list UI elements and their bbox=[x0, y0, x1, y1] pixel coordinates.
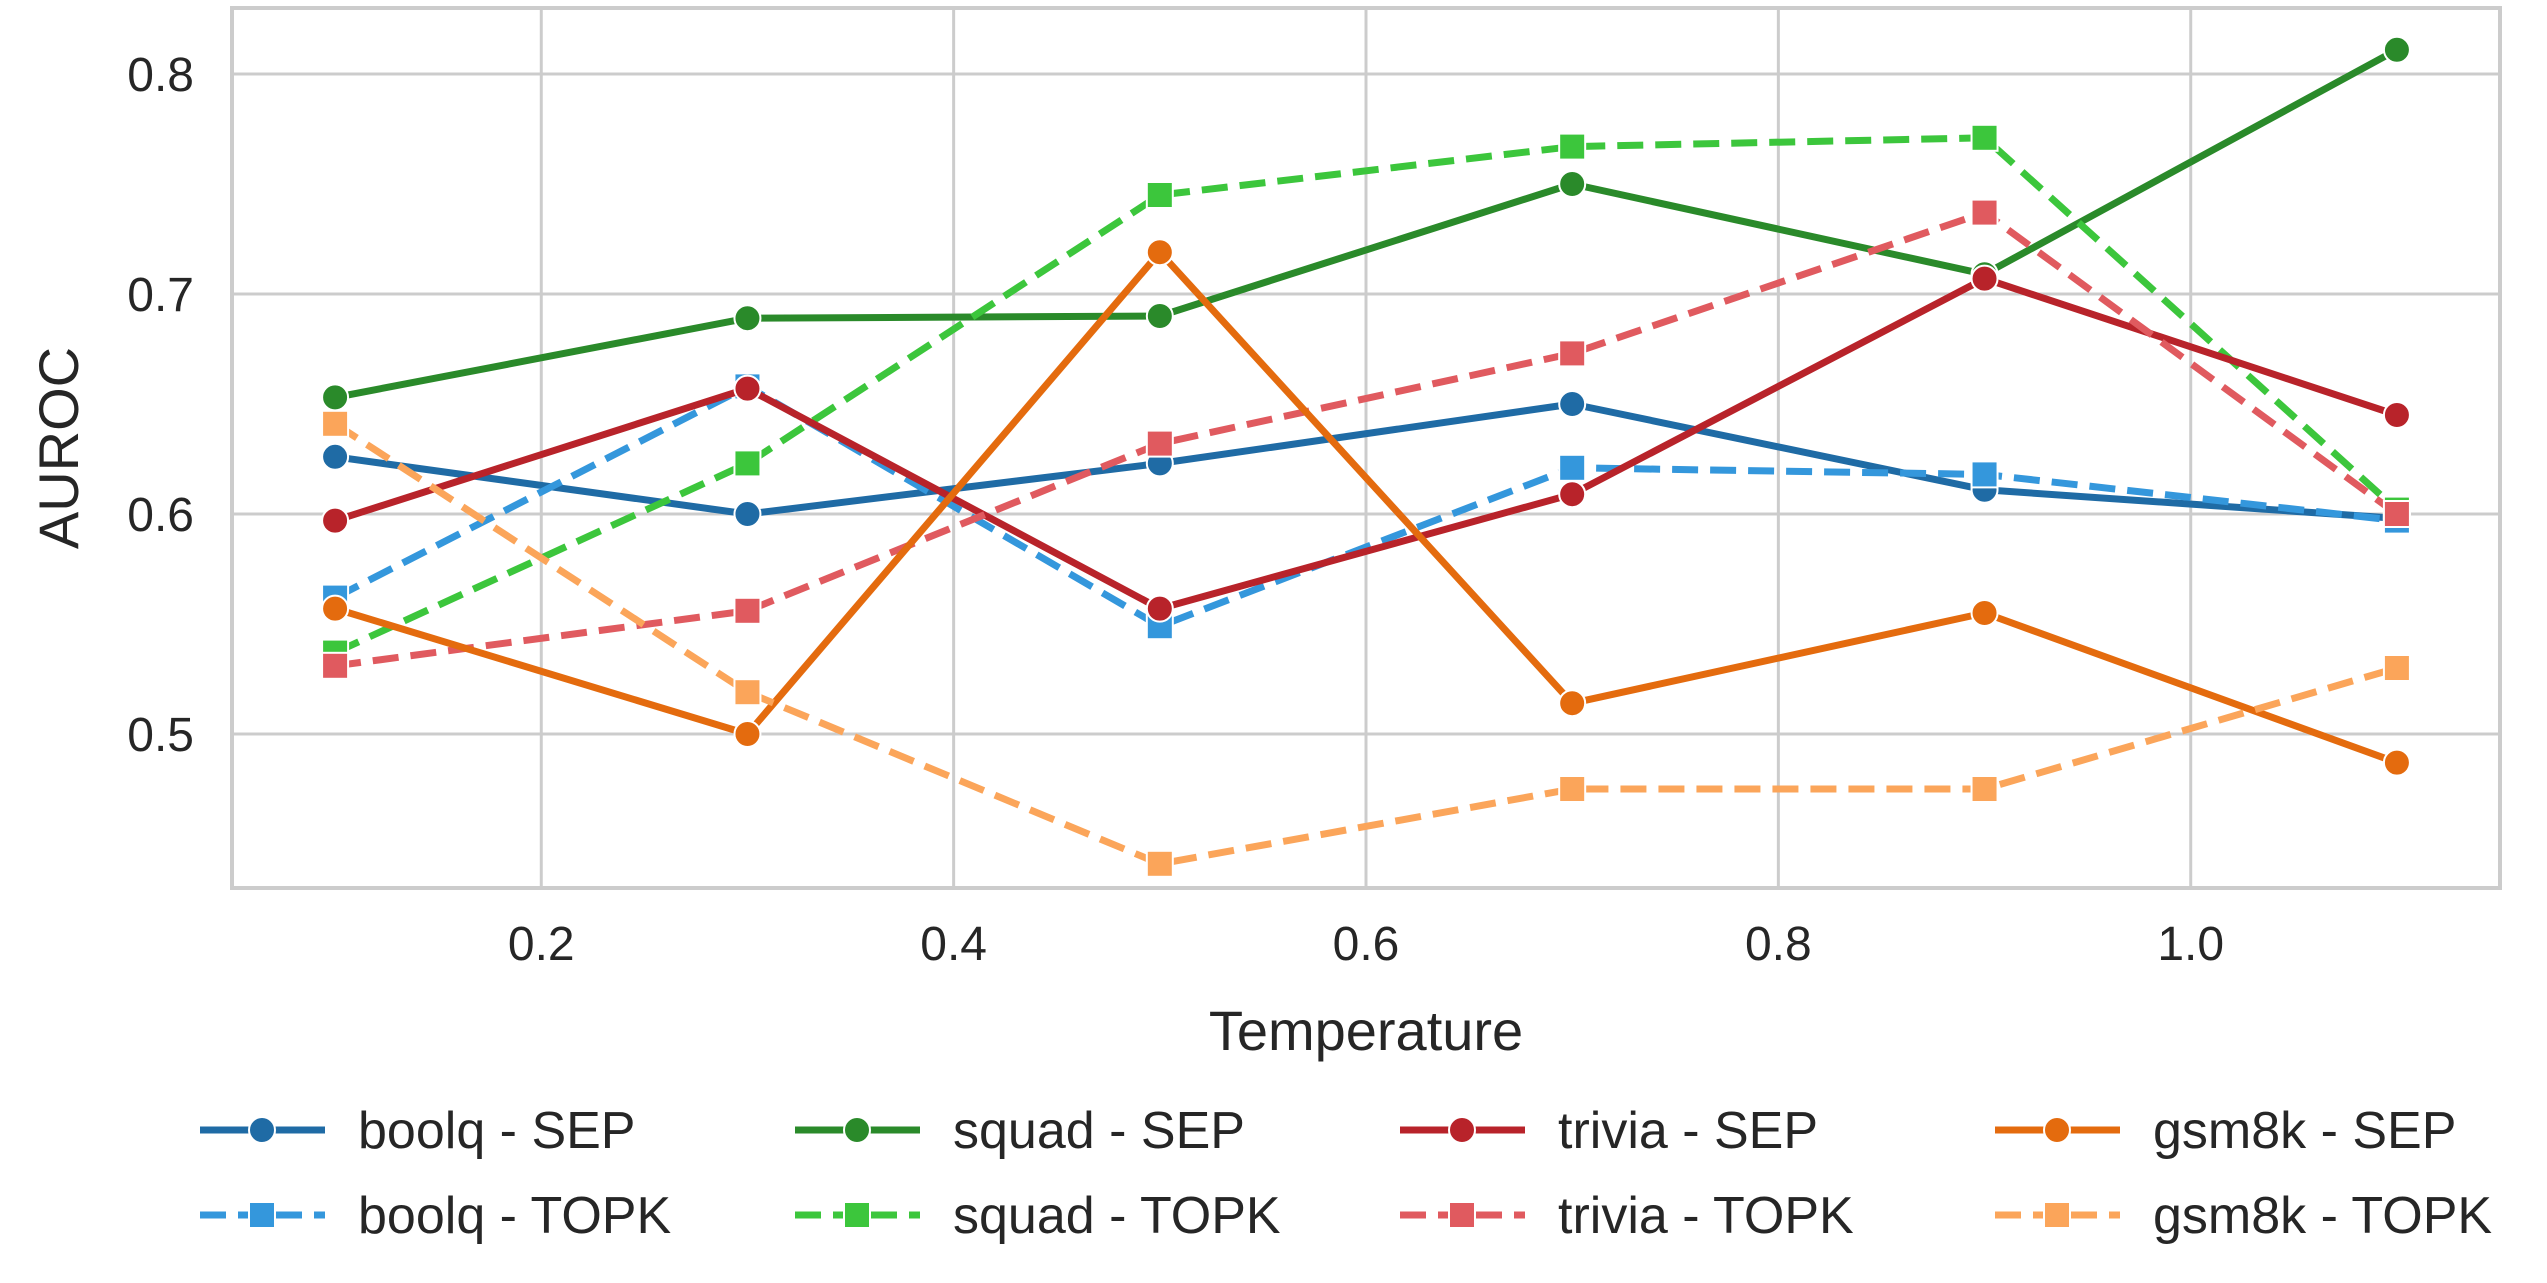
legend-item-boolq-topk: boolq - TOPK bbox=[200, 1187, 671, 1245]
data-point-gsm8k-sep bbox=[733, 720, 762, 748]
series-line-gsm8k-topk bbox=[333, 420, 2398, 868]
series-gsm8k-sep bbox=[321, 238, 2411, 777]
x-tick-label: 0.6 bbox=[1333, 918, 1400, 971]
legend-item-squad-sep: squad - SEP bbox=[795, 1102, 1245, 1160]
data-point-squad-topk bbox=[733, 449, 762, 478]
legend-swatch-marker bbox=[843, 1201, 871, 1229]
series-line-squad-sep bbox=[334, 46, 2399, 401]
legend-swatch-marker bbox=[2043, 1201, 2071, 1229]
y-tick-labels: 0.5 0.6 0.7 0.8 bbox=[127, 49, 194, 762]
data-point-squad-topk bbox=[1558, 132, 1587, 161]
data-point-squad-sep bbox=[1558, 170, 1587, 198]
x-tick-label: 0.2 bbox=[508, 918, 575, 971]
data-point-gsm8k-topk bbox=[1558, 775, 1587, 803]
series-line-trivia-sep bbox=[334, 275, 2398, 613]
series-line-gsm8k-sep bbox=[334, 248, 2399, 766]
data-point-gsm8k-topk bbox=[321, 409, 350, 438]
series-line-boolq-topk bbox=[333, 382, 2398, 630]
data-point-boolq-topk bbox=[1970, 460, 1999, 489]
data-point-gsm8k-topk bbox=[2382, 654, 2411, 682]
data-point-trivia-sep bbox=[321, 506, 350, 535]
legend-swatch-marker bbox=[248, 1201, 276, 1229]
series-trivia-topk bbox=[321, 198, 2411, 680]
legend-label: trivia - SEP bbox=[1558, 1102, 1818, 1160]
data-point-trivia-topk bbox=[321, 651, 350, 680]
series-line-squad-topk bbox=[333, 134, 2400, 656]
plot-area-frame bbox=[230, 6, 2502, 890]
x-tick-label: 0.4 bbox=[920, 918, 987, 971]
series-layer bbox=[321, 35, 2411, 878]
legend-item-gsm8k-topk: gsm8k - TOPK bbox=[1995, 1187, 2492, 1245]
data-point-trivia-sep bbox=[2382, 401, 2411, 429]
data-point-boolq-sep bbox=[733, 500, 762, 528]
legend-swatch-marker bbox=[843, 1116, 871, 1144]
data-point-squad-topk bbox=[1145, 181, 1174, 209]
legend-item-gsm8k-sep: gsm8k - SEP bbox=[1995, 1102, 2456, 1160]
data-point-gsm8k-topk bbox=[1970, 775, 1999, 803]
data-point-squad-sep bbox=[1145, 302, 1174, 330]
legend-item-boolq-sep: boolq - SEP bbox=[200, 1102, 636, 1160]
x-axis-title: Temperature bbox=[1209, 999, 1523, 1062]
legend-swatch-marker bbox=[1448, 1201, 1476, 1229]
data-point-boolq-topk bbox=[1558, 453, 1587, 482]
data-point-gsm8k-topk bbox=[733, 678, 762, 707]
x-tick-labels: 0.2 0.4 0.6 0.8 1.0 bbox=[508, 918, 2224, 971]
legend: boolq - SEP boolq - TOPK squad - SEP squad … bbox=[200, 1102, 2492, 1245]
data-point-trivia-sep bbox=[1970, 264, 1999, 293]
series-boolq-sep bbox=[321, 390, 2411, 533]
legend-item-squad-topk: squad - TOPK bbox=[795, 1187, 1281, 1245]
legend-label: gsm8k - TOPK bbox=[2153, 1187, 2492, 1245]
data-point-trivia-topk bbox=[1558, 339, 1587, 368]
data-point-gsm8k-sep bbox=[321, 594, 350, 623]
legend-label: squad - TOPK bbox=[953, 1187, 1281, 1245]
data-point-gsm8k-sep bbox=[1970, 599, 1999, 627]
data-point-squad-topk bbox=[1970, 123, 1999, 152]
legend-item-trivia-topk: trivia - TOPK bbox=[1400, 1187, 1854, 1245]
series-gsm8k-topk bbox=[321, 409, 2411, 878]
data-point-boolq-sep bbox=[1558, 390, 1587, 418]
legend-swatch-marker bbox=[1448, 1116, 1476, 1144]
data-point-gsm8k-topk bbox=[1145, 849, 1174, 878]
data-point-squad-sep bbox=[321, 383, 350, 412]
series-trivia-sep bbox=[321, 264, 2411, 623]
legend-swatch-marker bbox=[248, 1116, 276, 1144]
data-point-squad-sep bbox=[733, 304, 762, 333]
y-tick-label: 0.7 bbox=[127, 269, 194, 322]
data-point-gsm8k-sep bbox=[1558, 689, 1587, 718]
legend-label: boolq - TOPK bbox=[358, 1187, 671, 1245]
data-point-trivia-topk bbox=[1145, 429, 1174, 458]
y-tick-label: 0.6 bbox=[127, 489, 194, 542]
data-point-trivia-topk bbox=[733, 596, 762, 625]
data-point-trivia-topk bbox=[2382, 500, 2411, 528]
legend-swatch-marker bbox=[2043, 1116, 2071, 1144]
y-tick-label: 0.5 bbox=[127, 709, 194, 762]
legend-label: gsm8k - SEP bbox=[2153, 1102, 2456, 1160]
legend-item-trivia-sep: trivia - SEP bbox=[1400, 1102, 1818, 1160]
data-point-trivia-topk bbox=[1970, 198, 1999, 227]
series-line-boolq-sep bbox=[334, 400, 2398, 522]
x-tick-label: 1.0 bbox=[2157, 918, 2224, 971]
data-point-gsm8k-sep bbox=[2382, 748, 2411, 777]
y-tick-label: 0.8 bbox=[127, 49, 194, 102]
data-point-trivia-sep bbox=[1558, 480, 1587, 509]
legend-label: boolq - SEP bbox=[358, 1102, 636, 1160]
data-point-gsm8k-sep bbox=[1145, 238, 1174, 267]
data-point-squad-sep bbox=[2382, 35, 2411, 64]
x-tick-label: 0.8 bbox=[1745, 918, 1812, 971]
data-point-trivia-sep bbox=[1145, 594, 1174, 623]
data-point-trivia-sep bbox=[733, 374, 762, 403]
gridlines bbox=[232, 8, 2500, 888]
legend-label: trivia - TOPK bbox=[1558, 1187, 1854, 1245]
series-line-trivia-topk bbox=[334, 209, 2399, 670]
data-point-boolq-sep bbox=[321, 442, 350, 471]
y-axis-title: AUROC bbox=[27, 347, 90, 549]
legend-label: squad - SEP bbox=[953, 1102, 1245, 1160]
